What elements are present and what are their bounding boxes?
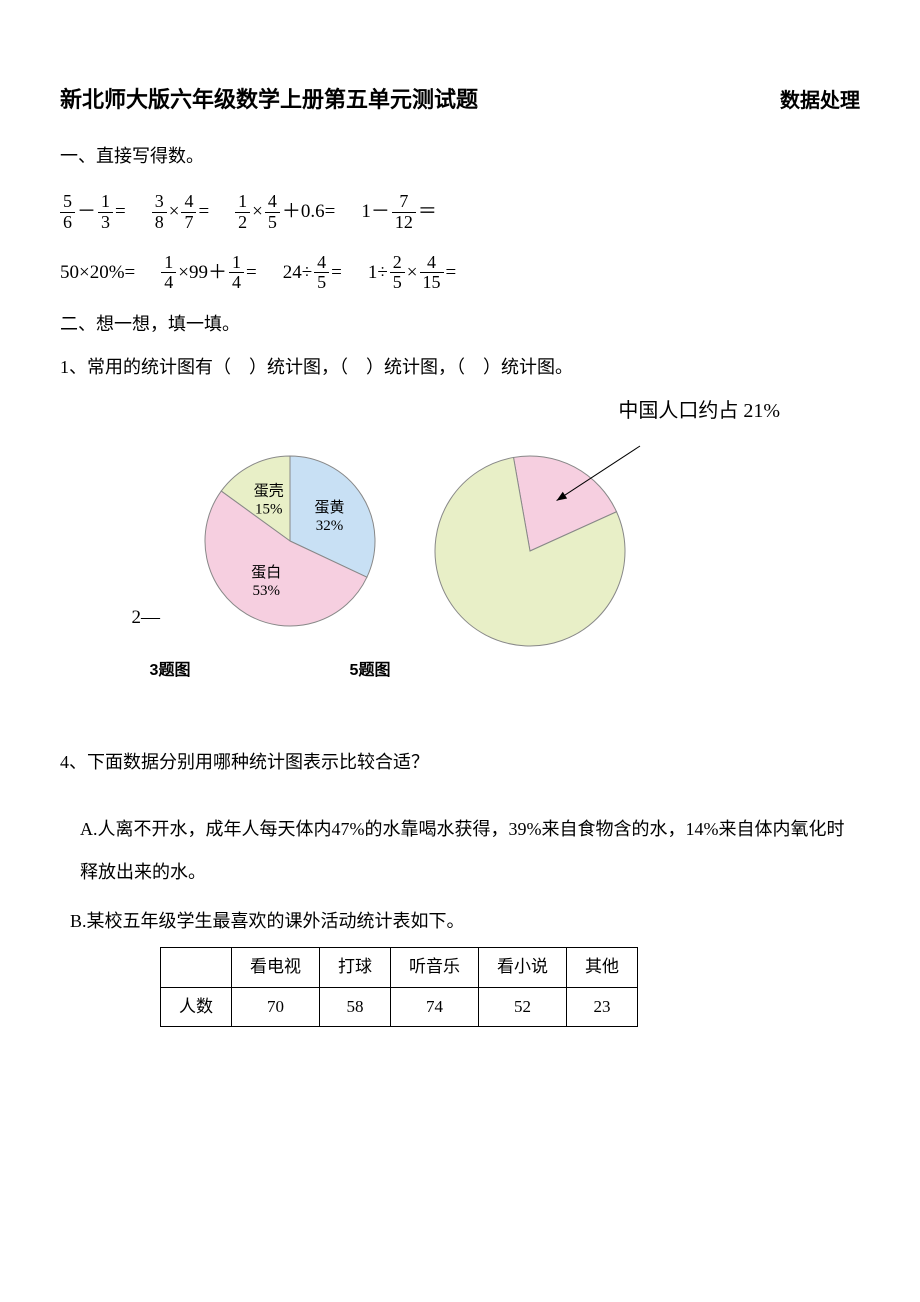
fraction: 13 — [98, 192, 113, 233]
math-op: × — [169, 195, 180, 229]
pie-chart-1: 蛋壳 15% 蛋黄 32% 蛋白 53% — [190, 441, 390, 641]
math-expr: 24÷45= — [283, 253, 342, 294]
fraction: 25 — [390, 253, 405, 294]
pie-slice-pct: 32% — [316, 518, 344, 534]
table-header-cell: 听音乐 — [391, 947, 479, 987]
math-op: 24÷ — [283, 256, 312, 290]
table-cell: 70 — [232, 987, 320, 1027]
fraction: 45 — [314, 253, 329, 294]
question-4-option-a: A.人离不开水，成年人每天体内47%的水靠喝水获得，39%来自食物含的水，14%… — [60, 808, 860, 894]
math-op: = — [246, 256, 257, 290]
table-row-label: 人数 — [161, 987, 232, 1027]
question-1: 1、常用的统计图有（ ）统计图，（ ）统计图，（ ）统计图。 — [60, 351, 860, 383]
fraction: 14 — [161, 253, 176, 294]
table-header-cell: 打球 — [320, 947, 391, 987]
math-row-1: 56－13=38×47=12×45＋0.6=1－712＝ — [60, 192, 860, 233]
question-2-prefix: 2— — [60, 441, 160, 635]
pie1-svg: 蛋壳 15% 蛋黄 32% 蛋白 53% — [190, 441, 390, 641]
pie-slice-label: 蛋黄 — [314, 499, 344, 516]
math-op: × — [252, 195, 263, 229]
math-expr: 50×20%= — [60, 256, 135, 290]
table-cell: 23 — [567, 987, 638, 1027]
pie-slice-label: 蛋白 — [251, 564, 281, 581]
fraction: 12 — [235, 192, 250, 233]
table-header-row: 看电视打球听音乐看小说其他 — [161, 947, 638, 987]
caption-left: 3题图 — [90, 657, 250, 686]
math-op: ×99＋ — [178, 256, 227, 290]
chart-captions: 3题图 5题图 — [60, 657, 860, 686]
pie-slice-label: 蛋壳 — [254, 482, 284, 499]
fraction: 47 — [181, 192, 196, 233]
fraction: 56 — [60, 192, 75, 233]
fraction: 712 — [392, 192, 416, 233]
table-cell: 52 — [479, 987, 567, 1027]
math-op: = — [198, 195, 209, 229]
math-expr: 14×99＋14= — [161, 253, 256, 294]
charts-block: 中国人口约占 21% 2— 蛋壳 15% 蛋黄 32% 蛋白 53% — [60, 393, 860, 651]
math-expr: 12×45＋0.6= — [235, 192, 335, 233]
pie2-svg — [420, 441, 680, 651]
question-4-option-b: B.某校五年级学生最喜欢的课外活动统计表如下。 — [70, 905, 860, 937]
question-4: 4、下面数据分别用哪种统计图表示比较合适？ — [60, 746, 860, 778]
math-op: ＋0.6= — [282, 195, 335, 229]
pie2-label: 中国人口约占 21% — [60, 393, 860, 429]
page-title: 新北师大版六年级数学上册第五单元测试题 — [60, 80, 478, 120]
table-cell: 74 — [391, 987, 479, 1027]
math-op: 1÷ — [368, 256, 388, 290]
fraction: 415 — [420, 253, 444, 294]
math-op: 50×20%= — [60, 256, 135, 290]
table-header-cell: 看小说 — [479, 947, 567, 987]
table-header-cell: 看电视 — [232, 947, 320, 987]
table-header-cell: 其他 — [567, 947, 638, 987]
fraction: 45 — [265, 192, 280, 233]
math-op: × — [407, 256, 418, 290]
section-1-label: 一、直接写得数。 — [60, 140, 860, 172]
math-op: ＝ — [418, 195, 437, 229]
math-row-2: 50×20%=14×99＋14=24÷45=1÷25×415= — [60, 253, 860, 294]
page-subtitle: 数据处理 — [780, 83, 860, 119]
math-op: = — [115, 195, 126, 229]
table-data-row: 人数7058745223 — [161, 987, 638, 1027]
pie-slice-pct: 15% — [255, 501, 283, 517]
pie-chart-2 — [420, 441, 680, 651]
math-op: 1－ — [361, 195, 390, 229]
math-expr: 56－13= — [60, 192, 126, 233]
math-op: = — [331, 256, 342, 290]
table-header-cell — [161, 947, 232, 987]
section-2-label: 二、想一想，填一填。 — [60, 308, 860, 340]
math-op: = — [446, 256, 457, 290]
table-cell: 58 — [320, 987, 391, 1027]
math-expr: 1－712＝ — [361, 192, 437, 233]
caption-right: 5题图 — [290, 657, 450, 686]
math-op: － — [77, 195, 96, 229]
activity-table: 看电视打球听音乐看小说其他 人数7058745223 — [160, 947, 638, 1027]
fraction: 38 — [152, 192, 167, 233]
math-expr: 38×47= — [152, 192, 209, 233]
header: 新北师大版六年级数学上册第五单元测试题 数据处理 — [60, 80, 860, 120]
math-expr: 1÷25×415= — [368, 253, 456, 294]
pie-slice-pct: 53% — [252, 583, 280, 599]
fraction: 14 — [229, 253, 244, 294]
